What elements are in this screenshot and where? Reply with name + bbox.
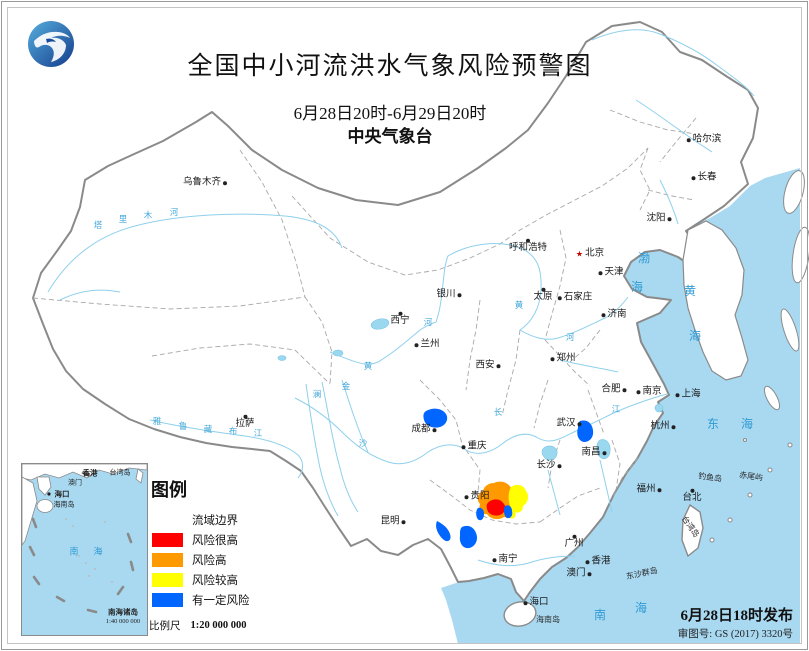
very-high-swatch [152,533,183,547]
inset-macau-label: 澳门 [68,478,82,487]
agency-logo [28,21,74,67]
some-swatch [152,593,183,607]
inset-sea-char1: 南 [69,546,79,557]
some-label: 有一定风险 [192,595,250,607]
china-outline [32,21,759,602]
high-swatch [152,553,183,567]
legend-row-basin: 流域边界 [147,510,357,530]
legend: 图例 流域边界 风险很高 风险高 风险较高 有一定风险 比例尺 1:20 000… [147,476,357,633]
legend-title: 图例 [151,480,187,500]
legend-row-high: 风险高 [147,550,357,570]
legend-row-very-high: 风险很高 [147,530,357,550]
inset-name-label: 南海诸岛 [108,607,138,617]
risk-some-streak [436,521,451,542]
legend-row-medium: 风险较高 [147,570,357,590]
risk-very-high-area [486,499,506,516]
medium-swatch [152,573,183,587]
release-time: 6月28日18时发布 [680,608,793,624]
valid-period: 6月28日20时-6月29日20时 [293,104,487,123]
map-approval-number: 审图号: GS (2017) 3320号 [677,629,793,640]
legend-row-some: 有一定风险 [147,590,357,610]
risk-some-south [459,525,478,549]
hainan-outline [503,601,537,627]
lakes [277,318,664,461]
very-high-label: 风险很高 [192,535,238,547]
basin-label: 流域边界 [192,515,238,527]
agency-name: 中央气象台 [347,127,433,146]
rivers [47,29,755,567]
risk-some-left [476,507,484,521]
risk-areas [423,408,594,549]
korea-outline [682,220,749,381]
scale-label: 比例尺 [149,621,181,632]
map-frame-inner [7,7,802,644]
legend-scale: 比例尺 1:20 000 000 [147,618,357,633]
south-china-sea-inset: 香港 澳门 台湾岛 海口 海南岛 南 海 南海诸岛 1:40 000 000 [21,463,148,636]
page-title: 全国中小河流洪水气象风险预警图 [187,53,593,80]
inset-hainan-label: 海南岛 [53,500,75,509]
inset-hongkong-label: 香港 [82,468,98,478]
taiwan-outline [681,503,704,558]
risk-some-chengdu [423,408,448,428]
inset-haikou-label: 海口 [54,489,70,499]
basin-swatch [152,513,183,527]
high-label: 风险高 [192,555,227,567]
inset-taiwan-label: 台湾岛 [109,468,131,477]
scale-value: 1:20 000 000 [190,620,247,631]
inset-sea-char2: 海 [93,546,103,557]
risk-some-right [503,505,513,519]
medium-label: 风险较高 [192,575,238,587]
risk-medium-area [508,484,529,519]
inset-scale-label: 1:40 000 000 [105,617,141,625]
inset-map [22,464,147,614]
